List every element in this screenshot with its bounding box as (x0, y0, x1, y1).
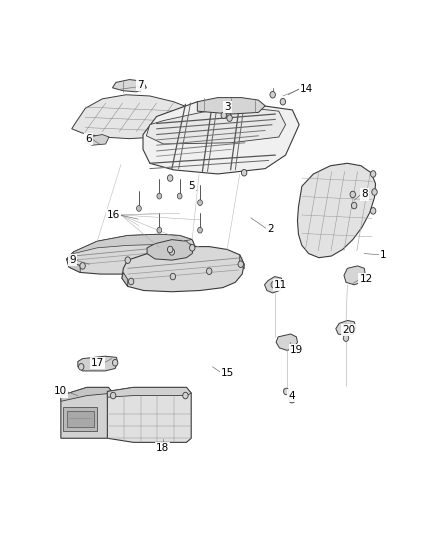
Polygon shape (197, 98, 265, 114)
Polygon shape (63, 407, 97, 431)
Polygon shape (336, 320, 356, 336)
Circle shape (372, 189, 377, 195)
Circle shape (198, 200, 202, 206)
Circle shape (157, 193, 162, 199)
Circle shape (270, 92, 276, 98)
Polygon shape (240, 255, 244, 269)
Polygon shape (67, 411, 94, 427)
Circle shape (167, 175, 173, 181)
Polygon shape (107, 387, 191, 442)
Circle shape (371, 171, 376, 177)
Circle shape (371, 207, 376, 214)
Circle shape (238, 261, 244, 268)
Text: 12: 12 (360, 274, 373, 285)
Text: 5: 5 (188, 181, 194, 191)
Polygon shape (190, 249, 196, 263)
Circle shape (241, 169, 247, 176)
Polygon shape (146, 106, 286, 144)
Circle shape (343, 335, 349, 342)
Text: 17: 17 (91, 358, 104, 368)
Text: 8: 8 (361, 189, 367, 199)
Polygon shape (276, 334, 297, 350)
Circle shape (190, 245, 195, 251)
Text: 11: 11 (274, 280, 287, 290)
Polygon shape (143, 102, 299, 174)
Circle shape (221, 112, 226, 118)
Circle shape (227, 115, 232, 122)
Circle shape (170, 273, 176, 280)
Circle shape (137, 206, 141, 211)
Polygon shape (78, 356, 117, 371)
Circle shape (167, 246, 173, 253)
Text: 14: 14 (300, 84, 313, 94)
Text: 4: 4 (288, 391, 295, 401)
Text: 7: 7 (137, 80, 144, 90)
Circle shape (177, 193, 182, 199)
Text: 1: 1 (380, 250, 387, 260)
Circle shape (113, 359, 118, 366)
Circle shape (351, 202, 357, 209)
Polygon shape (122, 272, 128, 286)
Polygon shape (147, 240, 193, 260)
Text: 2: 2 (267, 224, 274, 234)
Circle shape (128, 278, 134, 285)
Circle shape (169, 248, 175, 255)
Polygon shape (61, 387, 113, 438)
Circle shape (183, 392, 188, 399)
Circle shape (289, 397, 294, 403)
Circle shape (80, 263, 85, 269)
Text: 9: 9 (69, 255, 76, 265)
Text: 10: 10 (53, 386, 67, 397)
Text: 15: 15 (221, 368, 234, 377)
Circle shape (125, 257, 131, 263)
Text: 16: 16 (107, 210, 120, 220)
Polygon shape (72, 95, 197, 139)
Polygon shape (265, 277, 283, 293)
Circle shape (350, 191, 356, 198)
Circle shape (271, 281, 276, 288)
Polygon shape (67, 259, 80, 272)
Text: 3: 3 (224, 102, 230, 112)
Text: 20: 20 (343, 325, 356, 335)
Text: 18: 18 (156, 443, 170, 453)
Polygon shape (67, 235, 196, 274)
Text: 19: 19 (290, 345, 303, 356)
Circle shape (280, 99, 286, 105)
Circle shape (157, 227, 162, 233)
Polygon shape (113, 79, 146, 92)
Polygon shape (297, 163, 375, 257)
Polygon shape (122, 247, 244, 292)
Circle shape (198, 227, 202, 233)
Circle shape (78, 364, 84, 370)
Circle shape (206, 268, 212, 274)
Polygon shape (344, 266, 365, 285)
Circle shape (283, 388, 289, 395)
Polygon shape (74, 235, 192, 254)
Polygon shape (107, 387, 191, 397)
Polygon shape (61, 387, 113, 401)
Polygon shape (85, 134, 109, 145)
Text: 6: 6 (85, 134, 92, 144)
Circle shape (110, 392, 116, 399)
